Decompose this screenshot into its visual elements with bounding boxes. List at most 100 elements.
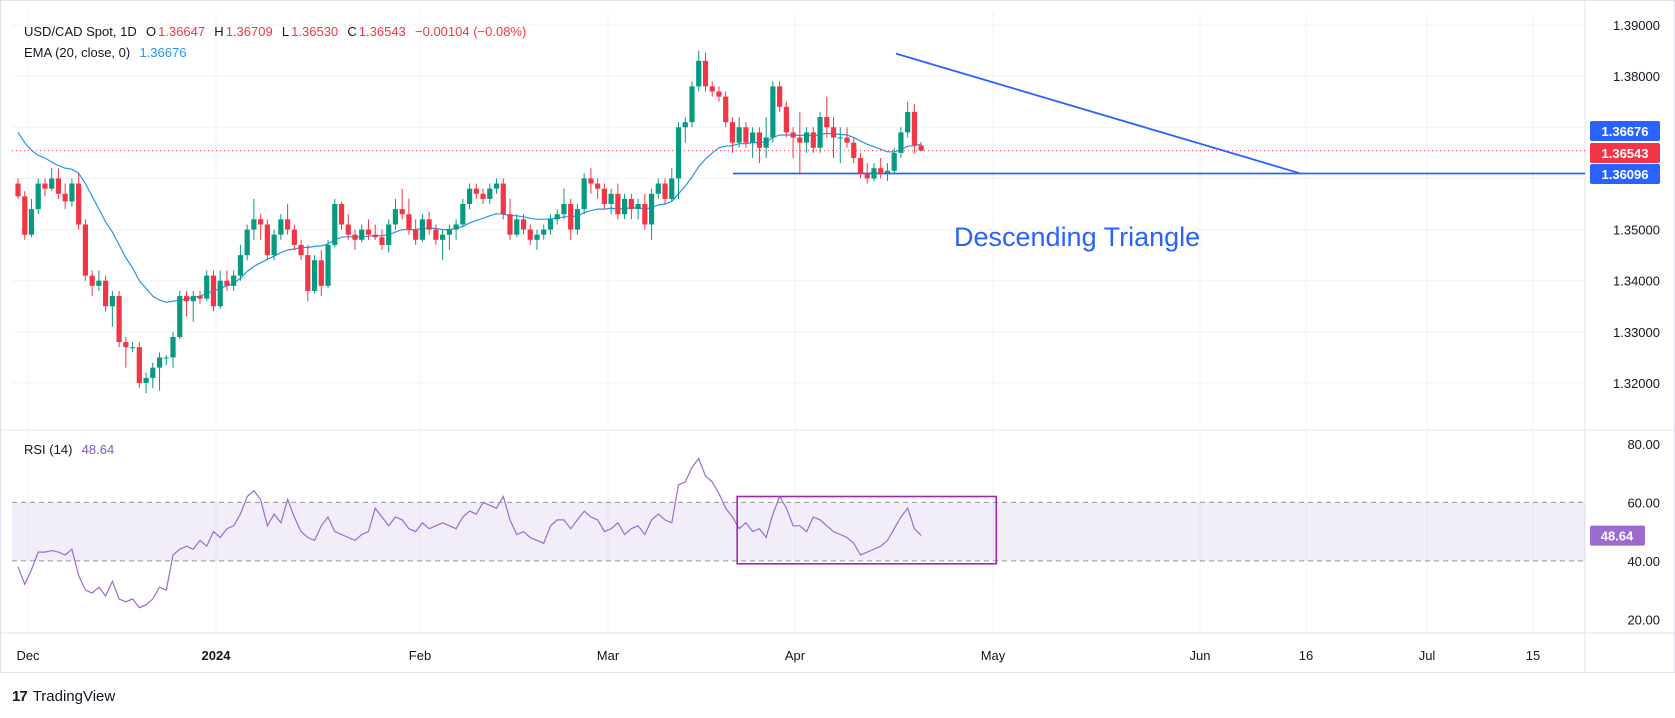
rsi-tick-label: 40.00	[1627, 554, 1660, 569]
price-axis-badge-label: 1.36676	[1602, 124, 1649, 139]
candle-body	[258, 219, 264, 225]
candle-body	[696, 60, 702, 87]
price-tick-label: 1.38000	[1613, 69, 1660, 84]
candle-body	[264, 224, 270, 256]
candle-body	[62, 193, 68, 202]
chart-frame	[0, 0, 1675, 673]
candle-body	[426, 219, 432, 230]
candle-body	[777, 86, 783, 107]
candle-body	[55, 178, 62, 194]
candle-body	[372, 234, 378, 238]
candle-body	[217, 280, 223, 307]
candle-body	[743, 127, 749, 143]
candle-body	[642, 204, 648, 225]
candle-body	[655, 183, 661, 194]
price-tick-label: 1.34000	[1613, 274, 1660, 289]
rsi-line	[17, 457, 922, 609]
candle-body	[911, 111, 918, 146]
candle-body	[709, 86, 715, 92]
candle-body	[291, 229, 297, 245]
candle-body	[682, 122, 688, 128]
ema-line	[17, 132, 922, 303]
candle-body	[669, 178, 675, 199]
tradingview-footer[interactable]: 17 TradingView	[12, 688, 115, 705]
candle-body	[797, 137, 803, 143]
candle-body	[190, 296, 196, 302]
high-label: H	[214, 24, 224, 39]
rsi-tick-label: 80.00	[1627, 437, 1660, 452]
ohlc-legend: USD/CAD Spot, 1D O 1.36647 H 1.36709 L 1.36…	[24, 24, 528, 39]
candle-body	[790, 132, 796, 138]
candle-body	[851, 142, 857, 158]
ema-value: 1.36676	[139, 45, 187, 60]
time-tick-label: Apr	[785, 648, 806, 663]
time-tick-label: Feb	[409, 648, 431, 663]
candle-body	[601, 188, 607, 204]
candle-body	[453, 224, 459, 230]
candle-body	[163, 357, 169, 359]
candle-body	[129, 347, 136, 349]
rsi-tick-label: 60.00	[1627, 495, 1660, 510]
candle-body	[898, 132, 904, 153]
candle-body	[379, 237, 385, 245]
candle-body	[527, 229, 533, 240]
candle-body	[871, 168, 877, 179]
candle-body	[136, 347, 142, 383]
candle-body	[844, 137, 850, 143]
candle-body	[918, 145, 924, 151]
candle-body	[399, 209, 405, 215]
candle-body	[22, 196, 28, 235]
descending-trendline	[895, 52, 1301, 175]
price-axis-badge-label: 1.36543	[1602, 146, 1649, 161]
change-value: −0.00104 (−0.08%)	[415, 24, 527, 39]
candle-body	[237, 255, 244, 276]
candle-body	[473, 188, 479, 194]
time-tick-label: May	[981, 648, 1006, 663]
price-axis-badge	[1590, 121, 1660, 141]
candle-body	[864, 173, 870, 179]
candle-body	[406, 214, 412, 230]
price-axis-badge-label: 1.36096	[1602, 167, 1649, 182]
candle-body	[803, 132, 810, 143]
rsi-value-badge	[1590, 525, 1645, 546]
candle-body	[689, 86, 695, 123]
candle-body	[500, 183, 506, 215]
candle-body	[723, 96, 729, 123]
time-tick-label: 16	[1299, 648, 1313, 663]
candle-body	[345, 224, 351, 235]
candle-body	[305, 255, 311, 291]
candle-body	[365, 229, 372, 235]
candle-body	[675, 127, 682, 179]
candle-body	[837, 137, 843, 139]
candle-body	[271, 234, 277, 256]
candle-body	[487, 188, 493, 199]
close-label: C	[347, 24, 357, 39]
tradingview-brand: TradingView	[32, 688, 116, 705]
time-tick-label: Jun	[1190, 648, 1211, 663]
price-tick-label: 1.39000	[1613, 18, 1660, 33]
candle-body	[89, 275, 95, 286]
candle-body	[520, 219, 527, 230]
rsi-highlight-box	[736, 495, 998, 565]
candle-body	[750, 132, 756, 143]
tradingview-logo-icon: 17	[12, 688, 28, 705]
symbol-title: USD/CAD Spot, 1D	[24, 24, 137, 39]
candle-body	[318, 260, 324, 286]
price-axis-badge	[1590, 164, 1660, 184]
candle-body	[446, 229, 452, 235]
time-tick-label: 15	[1526, 648, 1540, 663]
candle-body	[210, 275, 217, 307]
candle-body	[143, 377, 149, 383]
ema-label: EMA (20, close, 0)	[24, 45, 131, 60]
candle-body	[204, 275, 210, 299]
candle-body	[116, 296, 122, 343]
candle-body	[440, 234, 446, 240]
candle-body	[285, 219, 291, 230]
candle-body	[622, 198, 628, 215]
candle-body	[770, 86, 776, 138]
candle-body	[480, 193, 486, 199]
candle-body	[332, 204, 338, 245]
candle-body	[231, 275, 237, 286]
candle-body	[197, 296, 203, 299]
candle-body	[109, 296, 115, 307]
